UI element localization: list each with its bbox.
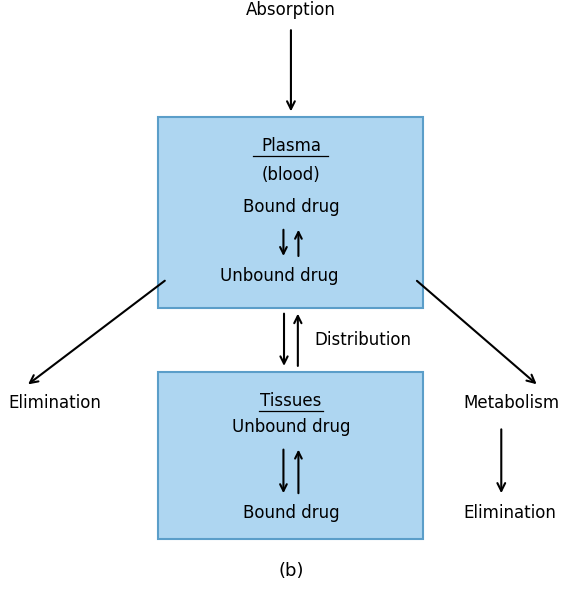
Text: Metabolism: Metabolism (464, 394, 560, 412)
Text: (blood): (blood) (262, 166, 321, 184)
Text: Bound drug: Bound drug (242, 505, 339, 523)
Text: (b): (b) (278, 562, 303, 580)
Text: Bound drug: Bound drug (242, 198, 339, 216)
Text: Distribution: Distribution (314, 331, 411, 349)
Text: Elimination: Elimination (9, 394, 102, 412)
Text: Unbound drug: Unbound drug (220, 267, 339, 285)
Text: Tissues: Tissues (260, 392, 322, 410)
Bar (158, 117, 423, 308)
Bar (158, 371, 423, 539)
Text: Elimination: Elimination (464, 505, 556, 523)
Text: Unbound drug: Unbound drug (232, 418, 350, 436)
Text: Absorption: Absorption (246, 1, 336, 19)
Text: Plasma: Plasma (261, 137, 321, 155)
